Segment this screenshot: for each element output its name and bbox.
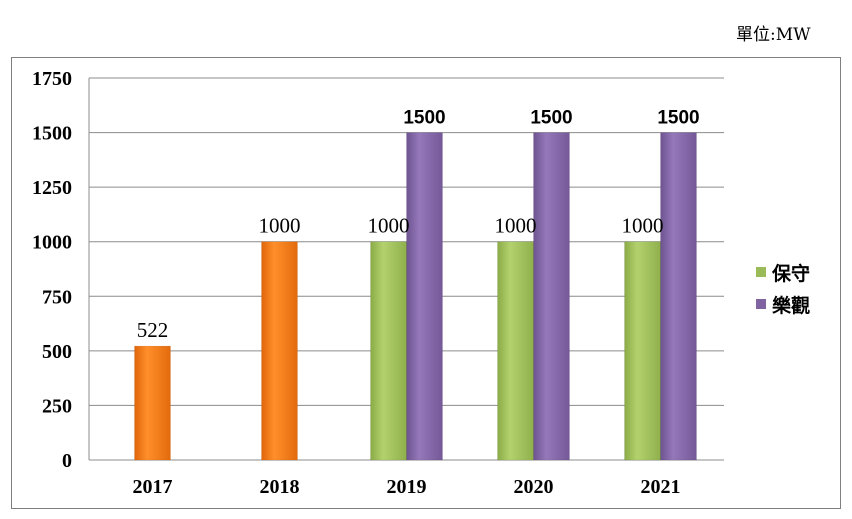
bar bbox=[497, 241, 534, 461]
legend-label-optimistic: 樂觀 bbox=[772, 294, 811, 317]
y-tick-label: 1500 bbox=[32, 123, 72, 145]
y-tick-label: 750 bbox=[42, 286, 72, 308]
bar bbox=[660, 132, 697, 461]
y-tick-label: 500 bbox=[42, 341, 72, 363]
x-tick-label: 2020 bbox=[514, 476, 554, 498]
chart-frame bbox=[11, 57, 841, 509]
data-label: 522 bbox=[137, 318, 169, 342]
bar bbox=[533, 132, 570, 461]
data-label: 1000 bbox=[368, 214, 410, 238]
bar bbox=[134, 345, 171, 461]
y-tick-label: 1000 bbox=[32, 232, 72, 254]
data-label: 1500 bbox=[530, 108, 572, 129]
bars bbox=[134, 132, 697, 461]
y-tick-label: 0 bbox=[62, 450, 72, 472]
x-tick-label: 2018 bbox=[260, 476, 300, 498]
data-label: 1500 bbox=[403, 108, 445, 129]
x-tick-label: 2021 bbox=[641, 476, 681, 498]
bar bbox=[406, 132, 443, 461]
legend-item-optimistic: 樂觀 bbox=[756, 288, 810, 320]
legend: 保守 樂觀 bbox=[756, 256, 810, 320]
bar bbox=[624, 241, 661, 461]
unit-label: 單位:MW bbox=[736, 25, 811, 45]
y-tick-label: 1750 bbox=[32, 68, 72, 90]
data-label: 1000 bbox=[495, 214, 537, 238]
axes: 0 250 500 750 1000 1250 1500 1750 2017 2018 2019 20… bbox=[32, 68, 724, 498]
bar bbox=[370, 241, 407, 461]
legend-label-conservative: 保守 bbox=[772, 262, 811, 285]
bar bbox=[261, 241, 298, 461]
legend-swatch-conservative bbox=[756, 267, 766, 277]
legend-item-conservative: 保守 bbox=[756, 256, 810, 288]
data-label: 1000 bbox=[622, 214, 664, 238]
x-tick-label: 2017 bbox=[133, 476, 173, 498]
legend-swatch-optimistic bbox=[756, 299, 766, 309]
x-tick-label: 2019 bbox=[387, 476, 427, 498]
labels: 522 1000 1000 1500 1000 1500 1000 1500 bbox=[137, 108, 700, 342]
y-tick-label: 1250 bbox=[32, 177, 72, 199]
data-label: 1500 bbox=[657, 108, 699, 129]
y-tick-label: 250 bbox=[42, 395, 72, 417]
data-label: 1000 bbox=[259, 214, 301, 238]
